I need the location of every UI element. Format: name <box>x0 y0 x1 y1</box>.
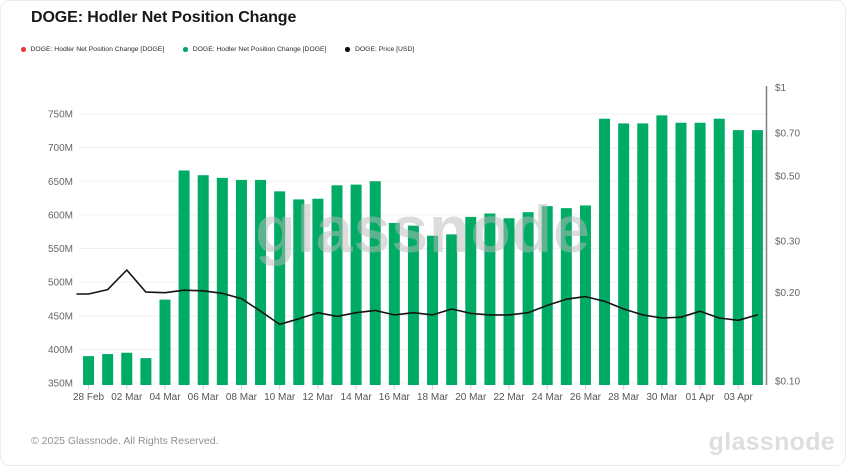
legend-dot-green-icon <box>183 47 188 52</box>
bar <box>369 181 381 385</box>
bar <box>484 213 496 385</box>
svg-text:600M: 600M <box>48 210 73 221</box>
legend-dot-black-icon <box>345 47 350 52</box>
bar <box>656 115 668 385</box>
svg-text:10 Mar: 10 Mar <box>264 392 296 403</box>
bar <box>274 191 286 385</box>
svg-text:450M: 450M <box>48 311 73 322</box>
svg-text:$0.10: $0.10 <box>775 377 800 388</box>
bar <box>675 122 687 386</box>
bar <box>541 206 553 385</box>
bar <box>121 352 133 385</box>
right-axis-labels: $1 $0.70 $0.50 $0.30 $0.20 $0.10 <box>775 83 800 387</box>
bar <box>235 179 247 385</box>
hodler-net-position-bars[interactable] <box>83 115 763 386</box>
bar <box>751 130 763 385</box>
bar <box>427 235 439 385</box>
svg-text:30 Mar: 30 Mar <box>646 392 678 403</box>
svg-text:08 Mar: 08 Mar <box>226 392 258 403</box>
bar <box>465 216 477 385</box>
svg-text:01 Apr: 01 Apr <box>686 392 716 403</box>
svg-text:18 Mar: 18 Mar <box>417 392 449 403</box>
legend-item-hodler-positive[interactable]: DOGE: Hodler Net Position Change [DOGE] <box>183 46 326 53</box>
legend-dot-red-icon <box>21 47 26 52</box>
legend-item-price[interactable]: DOGE: Price [USD] <box>345 46 414 53</box>
bar <box>102 354 114 385</box>
footer-copyright: © 2025 Glassnode. All Rights Reserved. <box>31 435 219 447</box>
svg-text:500M: 500M <box>48 278 73 289</box>
svg-text:650M: 650M <box>48 177 73 188</box>
svg-text:28 Feb: 28 Feb <box>73 392 105 403</box>
svg-text:12 Mar: 12 Mar <box>302 392 334 403</box>
bar <box>197 175 209 385</box>
svg-text:700M: 700M <box>48 143 73 154</box>
svg-text:400M: 400M <box>48 345 73 356</box>
bar <box>388 222 400 385</box>
svg-text:$0.70: $0.70 <box>775 129 800 140</box>
bar <box>522 212 534 385</box>
bar <box>599 118 611 386</box>
price-line[interactable] <box>76 269 759 326</box>
bar <box>140 358 152 385</box>
bar <box>350 184 362 385</box>
svg-text:20 Mar: 20 Mar <box>455 392 487 403</box>
svg-text:750M: 750M <box>48 110 73 121</box>
bar <box>732 130 744 385</box>
svg-text:$0.50: $0.50 <box>775 171 800 182</box>
bar <box>178 170 190 385</box>
bar <box>312 198 324 385</box>
bar <box>694 122 706 386</box>
svg-text:$0.30: $0.30 <box>775 237 800 248</box>
svg-text:$0.20: $0.20 <box>775 288 800 299</box>
bar <box>293 199 305 385</box>
glassnode-logo: glassnode <box>708 428 835 456</box>
bar <box>159 299 171 385</box>
svg-text:550M: 550M <box>48 244 73 255</box>
svg-text:06 Mar: 06 Mar <box>188 392 220 403</box>
legend: DOGE: Hodler Net Position Change [DOGE] … <box>21 46 414 53</box>
legend-label-price: DOGE: Price [USD] <box>354 46 415 53</box>
legend-label-hodler-negative: DOGE: Hodler Net Position Change [DOGE] <box>30 46 165 53</box>
bar <box>407 225 419 385</box>
svg-text:350M: 350M <box>48 379 73 390</box>
chart-title: DOGE: Hodler Net Position Change <box>31 9 297 26</box>
bar <box>83 356 95 385</box>
svg-text:24 Mar: 24 Mar <box>532 392 564 403</box>
legend-item-hodler-negative[interactable]: DOGE: Hodler Net Position Change [DOGE] <box>21 46 164 53</box>
legend-label-hodler-positive: DOGE: Hodler Net Position Change [DOGE] <box>192 46 327 53</box>
gridlines <box>79 113 767 384</box>
bar <box>503 218 515 385</box>
svg-text:28 Mar: 28 Mar <box>608 392 640 403</box>
svg-text:16 Mar: 16 Mar <box>379 392 411 403</box>
svg-text:26 Mar: 26 Mar <box>570 392 602 403</box>
bar <box>216 177 228 385</box>
bar <box>713 118 725 386</box>
bar <box>637 123 649 385</box>
svg-text:14 Mar: 14 Mar <box>341 392 373 403</box>
left-axis-labels: 350M 400M 450M 500M 550M 600M 650M 700M 750M <box>48 110 73 390</box>
svg-text:$1: $1 <box>775 83 787 94</box>
svg-text:22 Mar: 22 Mar <box>493 392 525 403</box>
bar <box>255 179 267 385</box>
bar <box>618 123 630 385</box>
svg-text:03 Apr: 03 Apr <box>724 392 754 403</box>
svg-text:04 Mar: 04 Mar <box>149 392 181 403</box>
svg-text:02 Mar: 02 Mar <box>111 392 143 403</box>
bar <box>579 205 591 385</box>
x-axis-labels: 28 Feb 02 Mar 04 Mar 06 Mar 08 Mar 10 Mar 12 M… <box>73 385 753 403</box>
bar <box>560 208 572 385</box>
bar <box>331 185 343 385</box>
